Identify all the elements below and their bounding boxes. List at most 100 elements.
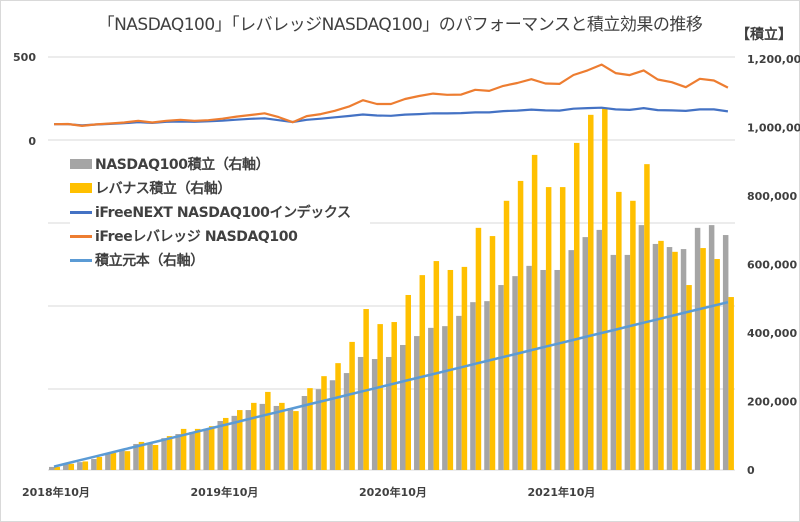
- legend-label: iFreeレバレッジ NASDAQ100: [95, 229, 298, 245]
- bar-nasdaq100-accumulation: [77, 462, 83, 470]
- bar-leverage-accumulation: [307, 388, 313, 470]
- bar-nasdaq100-accumulation: [526, 265, 532, 470]
- bar-leverage-accumulation: [672, 251, 678, 470]
- left-axis-tick-label: 500: [13, 51, 36, 64]
- bar-leverage-accumulation: [293, 411, 299, 470]
- bar-leverage-accumulation: [180, 428, 187, 470]
- right-axis-tick-label: 400,000: [747, 327, 797, 340]
- bar-nasdaq100-accumulation: [554, 269, 560, 470]
- bar-leverage-accumulation: [658, 240, 664, 470]
- bar-leverage-accumulation: [559, 187, 566, 470]
- bar-nasdaq100-accumulation: [568, 250, 574, 470]
- bar-leverage-accumulation: [110, 452, 117, 470]
- bar-nasdaq100-accumulation: [161, 438, 167, 470]
- bar-leverage-accumulation: [630, 200, 636, 471]
- bar-leverage-accumulation: [461, 266, 468, 470]
- bar-nasdaq100-accumulation: [119, 450, 125, 470]
- right-axis-tick-label: 600,000: [747, 259, 797, 272]
- bar-leverage-accumulation: [728, 297, 734, 470]
- bar-leverage-accumulation: [222, 417, 229, 470]
- legend-swatch-box: [70, 159, 92, 169]
- bar-nasdaq100-accumulation: [315, 389, 322, 470]
- bar-leverage-accumulation: [68, 463, 75, 470]
- bar-leverage-accumulation: [96, 456, 103, 470]
- bar-leverage-accumulation: [208, 426, 215, 470]
- bar-nasdaq100-accumulation: [708, 225, 715, 470]
- bar-nasdaq100-accumulation: [91, 459, 97, 470]
- bar-leverage-accumulation: [545, 187, 552, 470]
- bar-leverage-accumulation: [124, 451, 131, 470]
- bar-nasdaq100-accumulation: [259, 403, 266, 470]
- bar-leverage-accumulation: [644, 164, 650, 470]
- bar-leverage-accumulation: [433, 261, 440, 470]
- bar-nasdaq100-accumulation: [231, 415, 238, 470]
- legend-label: 積立元本（右軸）: [95, 253, 204, 269]
- bar-nasdaq100-accumulation: [217, 421, 223, 470]
- bar-nasdaq100-accumulation: [357, 356, 364, 470]
- x-axis-tick-label: 2020年10月: [359, 485, 427, 499]
- bar-nasdaq100-accumulation: [596, 229, 603, 470]
- right-axis-tick-label: 800,000: [747, 190, 797, 203]
- bar-nasdaq100-accumulation: [301, 396, 308, 470]
- bar-leverage-accumulation: [573, 142, 580, 470]
- bar-leverage-accumulation: [335, 363, 341, 470]
- bar-nasdaq100-accumulation: [638, 225, 645, 470]
- bar-leverage-accumulation: [265, 391, 271, 470]
- bar-leverage-accumulation: [237, 410, 243, 470]
- legend-item: NASDAQ100積立（右軸）: [70, 152, 370, 176]
- right-axis-tick-label: 0: [747, 464, 755, 477]
- bar-nasdaq100-accumulation: [582, 237, 589, 470]
- axis-ticks: 0 500 0 200,000 400,000 600,000 800,000 1,000,0…: [13, 51, 800, 499]
- legend-swatch-line: [70, 258, 92, 262]
- bar-nasdaq100-accumulation: [694, 227, 701, 470]
- bar-leverage-accumulation: [419, 275, 426, 470]
- line-principal: [53, 300, 729, 468]
- bar-nasdaq100-accumulation: [203, 428, 209, 470]
- legend-label: レバナス積立（右軸）: [95, 181, 231, 197]
- bar-leverage-accumulation: [489, 236, 496, 470]
- bar-nasdaq100-accumulation: [666, 247, 673, 470]
- bar-leverage-accumulation: [82, 461, 89, 470]
- legend-swatch-line: [70, 210, 92, 214]
- x-axis-tick-label: 2018年10月: [22, 485, 90, 499]
- bar-nasdaq100-accumulation: [428, 327, 434, 470]
- bar-leverage-accumulation: [54, 466, 60, 470]
- bar-nasdaq100-accumulation: [329, 380, 336, 470]
- bar-nasdaq100-accumulation: [49, 466, 55, 470]
- legend-item: iFreeレバレッジ NASDAQ100: [70, 224, 370, 248]
- right-axis-tick-label: 200,000: [747, 396, 797, 409]
- bar-leverage-accumulation: [517, 180, 524, 470]
- legend-item: iFreeNEXT NASDAQ100インデックス: [70, 200, 370, 224]
- bar-leverage-accumulation: [194, 428, 201, 470]
- bar-leverage-accumulation: [152, 444, 159, 470]
- bar-leverage-accumulation: [377, 324, 383, 470]
- bar-nasdaq100-accumulation: [175, 434, 181, 470]
- bar-leverage-accumulation: [251, 402, 257, 470]
- chart-title: 「NASDAQ100」「レバレッジNASDAQ100」のパフォーマンスと積立効果…: [97, 15, 703, 35]
- bar-leverage-accumulation: [349, 341, 355, 470]
- legend-swatch-box: [70, 183, 92, 193]
- bar-nasdaq100-accumulation: [105, 453, 111, 470]
- bar-nasdaq100-accumulation: [133, 443, 139, 470]
- bar-nasdaq100-accumulation: [273, 405, 280, 470]
- bar-nasdaq100-accumulation: [189, 431, 195, 470]
- bar-nasdaq100-accumulation: [512, 276, 518, 470]
- x-axis-tick-label: 2021年10月: [527, 485, 595, 499]
- bar-nasdaq100-accumulation: [456, 315, 462, 470]
- bar-nasdaq100-accumulation: [400, 344, 406, 470]
- bar-leverage-accumulation: [138, 441, 145, 470]
- bar-leverage-accumulation: [602, 107, 608, 470]
- bar-nasdaq100-accumulation: [414, 336, 420, 470]
- bar-nasdaq100-accumulation: [624, 254, 631, 470]
- bar-nasdaq100-accumulation: [343, 373, 350, 470]
- bar-nasdaq100-accumulation: [722, 235, 729, 470]
- bar-nasdaq100-accumulation: [385, 356, 392, 470]
- bar-leverage-accumulation: [391, 322, 397, 470]
- left-axis-tick-label: 0: [28, 135, 36, 148]
- bar-leverage-accumulation: [475, 227, 482, 470]
- bar-leverage-accumulation: [405, 294, 411, 470]
- bar-leverage-accumulation: [166, 436, 173, 470]
- bar-nasdaq100-accumulation: [540, 269, 546, 470]
- bar-nasdaq100-accumulation: [610, 254, 617, 470]
- line-series: [53, 63, 729, 468]
